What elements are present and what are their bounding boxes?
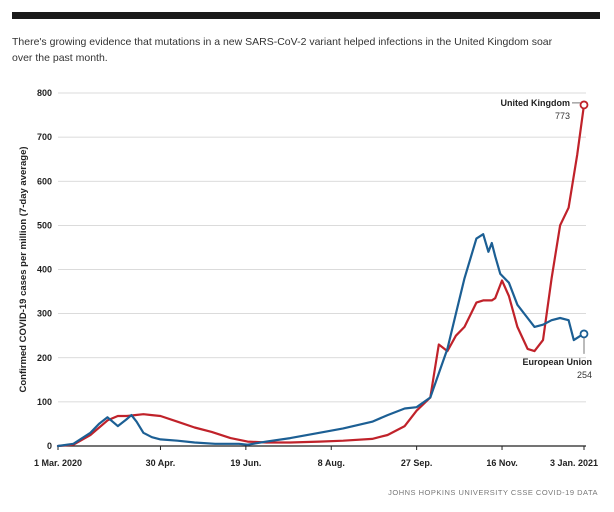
y-tick-label: 0 [47, 441, 52, 451]
y-tick-label: 800 [37, 88, 52, 98]
x-tick-label: 3 Jan. 2021 [550, 458, 598, 468]
y-tick-label: 500 [37, 220, 52, 230]
y-tick-label: 200 [37, 353, 52, 363]
y-tick-label: 100 [37, 397, 52, 407]
uk-end-marker [579, 100, 589, 110]
subtitle: There's growing evidence that mutations … [12, 36, 553, 64]
uk-series-line [56, 103, 586, 448]
y-tick-label: 300 [37, 309, 52, 319]
y-tick-label: 400 [37, 265, 52, 275]
x-axis-ticks: 1 Mar. 2020 30 Apr. 19 Jun. 8 Aug. 27 Sep. 16… [34, 446, 598, 468]
annotations: United Kingdom 773 European Union 254 [501, 98, 593, 380]
series-lines [56, 103, 586, 448]
y-axis-ticks: 0 100 200 300 400 500 600 700 800 [37, 88, 52, 451]
eu-end-marker [579, 329, 589, 339]
x-tick-label: 27 Sep. [401, 458, 433, 468]
uk-series-label: United Kingdom [501, 98, 571, 108]
y-axis-label: Confirmed COVID-19 cases per million (7-… [18, 146, 29, 392]
eu-end-value: 254 [577, 370, 592, 380]
x-tick-label: 30 Apr. [146, 458, 176, 468]
y-tick-label: 600 [37, 176, 52, 186]
source-credit: JOHNS HOPKINS UNIVERSITY CSSE COVID-19 D… [388, 488, 598, 497]
gridlines [58, 92, 586, 447]
x-tick-label: 8 Aug. [318, 458, 345, 468]
eu-series-label: European Union [523, 357, 593, 367]
x-tick-label: 19 Jun. [230, 458, 261, 468]
x-tick-label: 16 Nov. [486, 458, 517, 468]
eu-series-line [56, 233, 586, 448]
top-rule [12, 12, 600, 19]
x-tick-label: 1 Mar. 2020 [34, 458, 82, 468]
y-tick-label: 700 [37, 132, 52, 142]
uk-end-value: 773 [555, 111, 570, 121]
